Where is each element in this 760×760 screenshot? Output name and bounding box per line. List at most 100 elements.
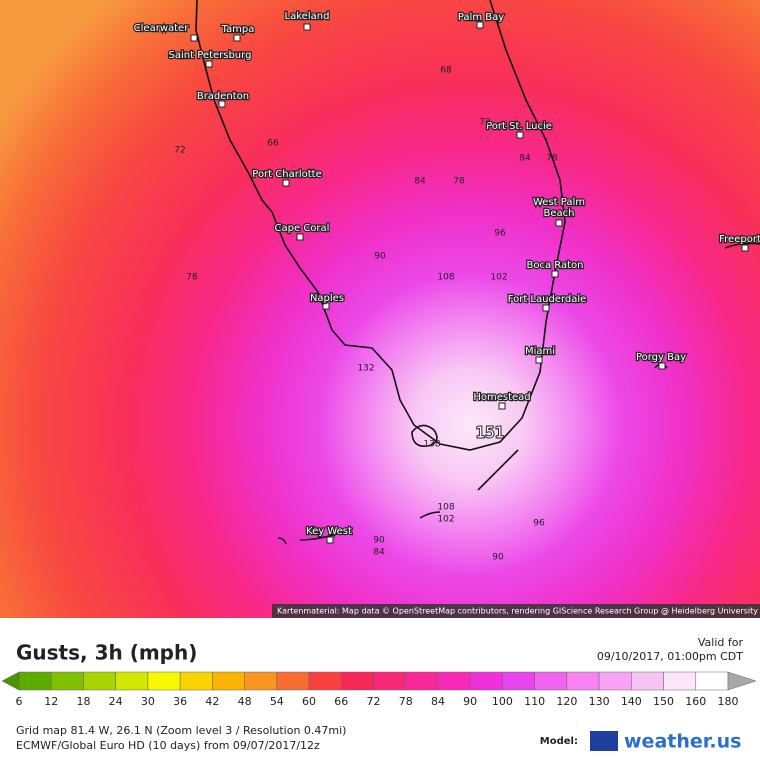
contour-label: 72 [174,146,185,156]
contour-label: 90 [373,536,385,546]
legend-title: Gusts, 3h (mph) [16,641,197,665]
colorbar-box [147,671,181,691]
city-label: Miami [525,346,555,357]
contour-label: 84 [373,548,385,558]
city-marker [476,21,484,29]
city-marker [498,402,506,410]
colorbar-box [598,671,632,691]
colorbar-label: 78 [399,695,413,708]
city-marker [542,304,550,312]
colorbar-box [212,671,245,691]
colorbar-box [308,671,342,691]
colorbar-label: 60 [302,695,316,708]
colorbar-label: 24 [109,695,123,708]
colorbar-label: 140 [621,695,642,708]
city-label: Palm Bay [458,12,504,23]
contour-label: 102 [490,273,507,283]
city-label: Port Charlotte [252,169,321,180]
contour-label: 66 [267,139,279,149]
city-marker [205,60,213,68]
colorbar-box [469,671,503,691]
city-label: Port St. Lucie [486,121,552,132]
gust-field [0,0,760,618]
contour-label: 78 [453,177,465,187]
city-label: Bradenton [197,91,249,102]
city-marker [326,536,334,544]
colorbar-box [50,671,84,691]
colorbar-arrow [1,671,20,691]
model-label: Model: [540,736,578,747]
colorbar-label: 110 [524,695,545,708]
colorbar-label: 120 [556,695,577,708]
colorbar-box [18,671,52,691]
footer-line: ECMWF/Global Euro HD (10 days) from 09/0… [16,739,320,752]
city-label: West Palm [533,197,585,208]
city-marker [551,270,559,278]
colorbar-box [341,671,374,691]
city-label: Boca Raton [526,260,583,271]
contour-label: 72 [479,118,490,128]
colorbar-box [405,671,439,691]
contour-label: 90 [374,252,386,262]
colorbar-label: 54 [270,695,284,708]
contour-label: 78 [546,154,558,164]
colorbar-arrow [727,671,757,691]
colorbar-box [244,671,278,691]
city-marker [322,302,330,310]
islands [277,242,760,545]
brand: weather.us [624,731,741,753]
city-marker [658,362,666,370]
colorbar-label: 6 [16,695,23,708]
coastline [195,0,566,451]
city-label: Fort Lauderdale [508,294,587,305]
city-marker [535,356,543,364]
colorbar-box [631,671,664,691]
contour-label: 96 [494,229,506,239]
colorbar-label: 12 [44,695,58,708]
city-marker [218,100,226,108]
city-marker [233,34,241,42]
contour-label: 132 [357,364,374,374]
contour-label: 78 [186,273,198,283]
contour-label: 96 [533,519,545,529]
contour-label: 151 [476,424,505,442]
valid-for: Valid for [698,636,744,649]
city-label: Lakeland [285,11,330,22]
colorbar-box [663,671,697,691]
city-marker [190,34,198,42]
colorbar-label: 100 [492,695,513,708]
colorbar-box [566,671,600,691]
colorbar-label: 66 [334,695,348,708]
contour-label: 84 [519,154,531,164]
colorbar-label: 72 [367,695,381,708]
city-marker [282,179,290,187]
colorbar-label: 30 [141,695,155,708]
colorbar-label: 36 [173,695,187,708]
city-marker [741,244,749,252]
contour-label: 102 [437,515,454,525]
city-label: Saint Petersburg [169,50,252,61]
eu-flag [590,731,618,751]
colorbar-box [373,671,406,691]
contour-label: 68 [440,66,452,76]
contour-label: 138 [423,440,440,450]
city-marker [555,219,563,227]
city-label: Tampa [221,24,255,35]
contour-label: 84 [414,177,426,187]
city-marker [516,131,524,139]
colorbar-box [695,671,729,691]
city-label: Homestead [473,392,530,403]
city-label: Clearwater [134,23,190,34]
attribution-bg [272,604,760,618]
city-label: Naples [310,293,344,304]
colorbar-box [276,671,310,691]
contour-label: 108 [437,503,454,513]
colorbar-label: 130 [589,695,610,708]
contour-label: 90 [492,553,504,563]
city-label: Freeport [719,234,760,245]
colorbar-label: 48 [238,695,252,708]
city-marker [303,23,311,31]
city-label: Porgy Bay [636,352,686,363]
city-label: Key West [306,526,352,537]
